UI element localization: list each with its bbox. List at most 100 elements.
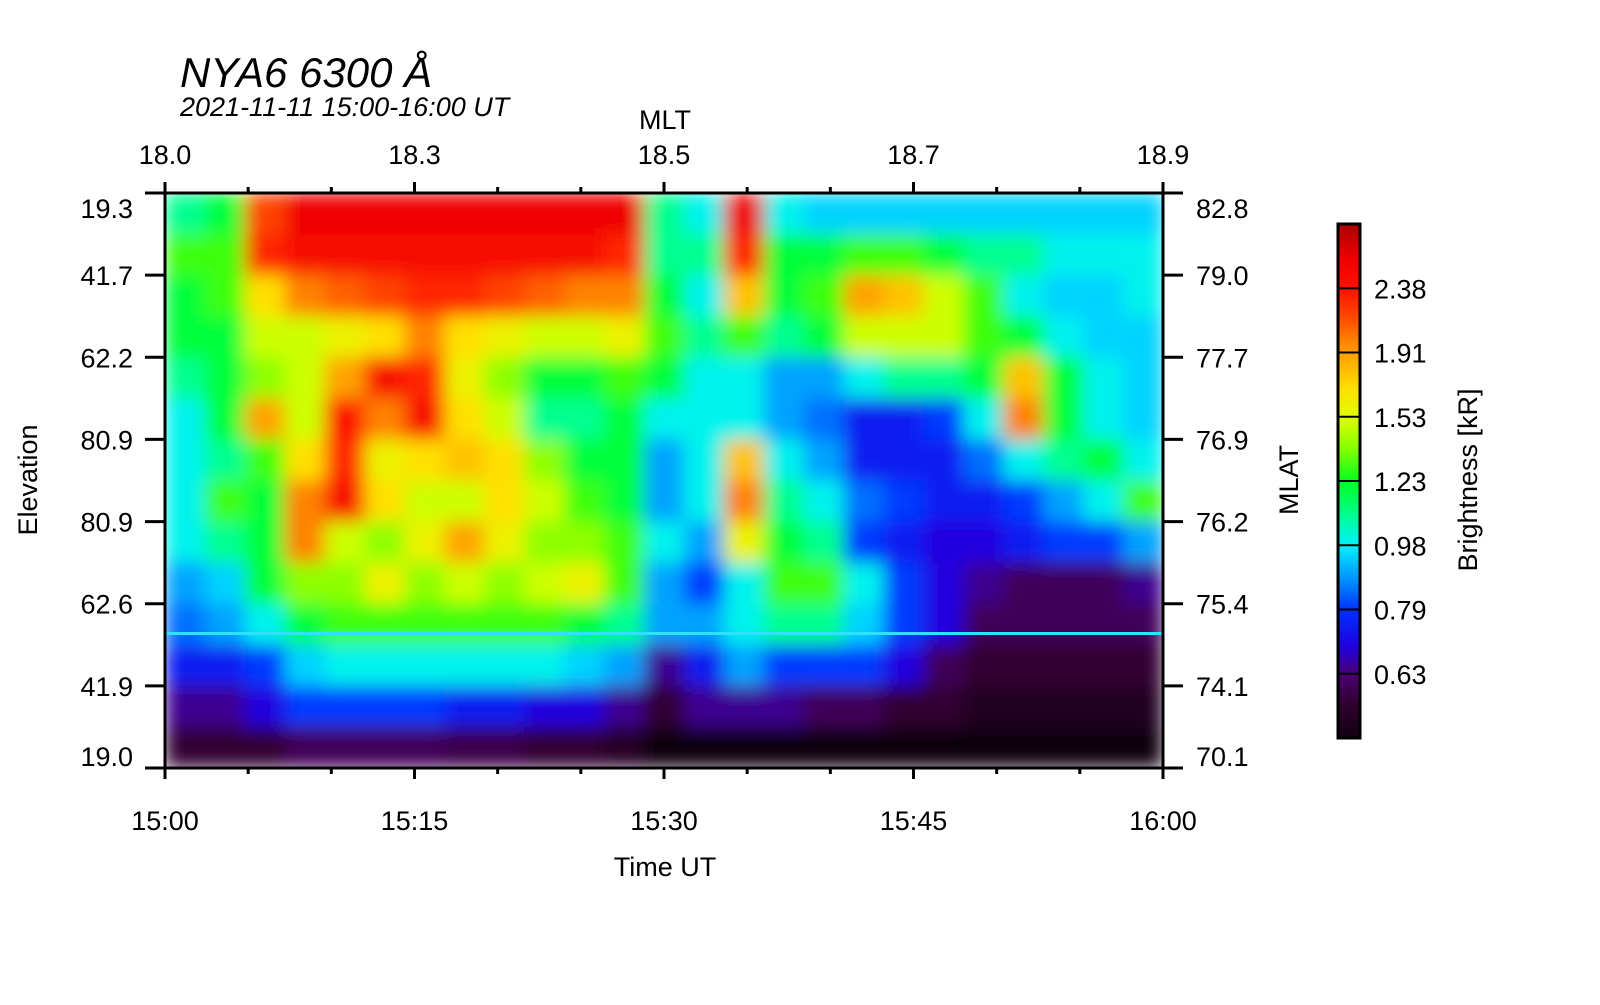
heatmap-cell [1043,316,1084,358]
heatmap-cell [444,193,485,235]
colorbar-swatch [1338,730,1360,733]
heatmap-cell [165,562,206,605]
colorbar-swatch [1338,252,1360,255]
colorbar-swatch [1338,516,1360,519]
right-tick-label: 82.8 [1196,194,1249,224]
colorbar-swatch [1338,478,1360,481]
heatmap-cell [1123,398,1163,440]
heatmap-cell [883,521,924,564]
colorbar-swatch [1338,632,1360,635]
heatmap-cell [524,275,565,317]
colorbar-swatch [1338,502,1360,505]
colorbar-swatch [1338,586,1360,589]
heatmap-cell [923,480,964,523]
heatmap-cell [763,562,805,605]
colorbar-swatch [1338,442,1360,445]
colorbar-swatch [1338,432,1360,435]
colorbar-tick-label: 2.38 [1374,274,1427,304]
heatmap-cell [1123,275,1163,317]
heatmap-cell [444,398,485,440]
colorbar-title: Brightness [kR] [1453,388,1483,571]
colorbar-swatch [1338,486,1360,489]
heatmap-cell [923,726,964,768]
heatmap-cell [244,439,286,481]
colorbar-swatch [1338,594,1360,597]
heatmap-cell [524,357,565,399]
chart-title: NYA6 6300 Å [180,49,432,96]
heatmap-cell [204,275,246,317]
heatmap-cell [604,439,645,481]
heatmap-cell [923,193,964,235]
heatmap-cell [204,357,246,399]
heatmap-cell [1003,398,1044,440]
heatmap-cell [644,357,685,399]
heatmap-cell [204,521,246,564]
colorbar-swatch [1338,272,1360,275]
colorbar-swatch [1338,590,1360,593]
colorbar-swatch [1338,612,1360,615]
heatmap-cell [324,562,366,605]
x-axis-title: Time UT [614,852,717,882]
right-tick-label: 76.2 [1196,508,1249,538]
heatmap-cell [1083,480,1124,523]
heatmap-cell [244,316,286,358]
colorbar-swatch [1338,368,1360,371]
colorbar-swatch [1338,648,1360,651]
heatmap-cell [364,603,406,646]
colorbar-swatch [1338,398,1360,401]
colorbar-swatch [1338,550,1360,553]
heatmap-cell [165,439,206,481]
heatmap-cell [843,275,885,317]
colorbar-swatch [1338,250,1360,253]
heatmap-cell [883,398,924,440]
colorbar-swatch [1338,640,1360,643]
colorbar-swatch [1338,666,1360,669]
colorbar-swatch [1338,356,1360,359]
colorbar-swatch [1338,620,1360,623]
colorbar-swatch [1338,466,1360,469]
heatmap-cell [1083,439,1124,481]
heatmap-cell [1083,521,1124,564]
colorbar-swatch [1338,580,1360,583]
colorbar-swatch [1338,274,1360,277]
heatmap-cell [364,357,406,399]
heatmap-cell [1043,644,1084,687]
heatmap-cell [963,644,1004,687]
heatmap-cell [1043,275,1084,317]
heatmap-cell [1003,193,1044,235]
heatmap-cell [763,685,805,728]
colorbar-swatch [1338,498,1360,501]
heatmap-cell [1043,480,1084,523]
heatmap-cell [683,644,725,687]
colorbar-swatch [1338,668,1360,671]
heatmap-cell [484,398,525,440]
heatmap-cell [1083,316,1124,358]
colorbar-swatch [1338,226,1360,229]
heatmap-cell [683,726,725,768]
top-tick-label: 18.0 [139,140,192,170]
heatmap-cell [364,275,406,317]
heatmap-cell [165,480,206,523]
heatmap-cell [1043,398,1084,440]
heatmap-cell [484,234,525,276]
heatmap-cell [644,726,685,768]
heatmap-cell [284,603,326,646]
heatmap-cell [604,644,645,687]
heatmap-cell [165,398,206,440]
top-tick-label: 18.5 [638,140,691,170]
heatmap-cell [444,275,485,317]
heatmap-cell [763,603,805,646]
heatmap-cell [803,644,845,687]
colorbar-swatch [1338,390,1360,393]
heatmap-cell [564,521,605,564]
colorbar-swatch [1338,710,1360,713]
heatmap-cell [803,234,845,276]
heatmap-cell [1123,234,1163,276]
heatmap-cell [883,193,924,235]
colorbar-swatch [1338,576,1360,579]
heatmap-cell [1003,480,1044,523]
heatmap-cell [244,562,286,605]
heatmap-cell [644,193,685,235]
colorbar-swatch [1338,538,1360,541]
colorbar-swatch [1338,714,1360,717]
